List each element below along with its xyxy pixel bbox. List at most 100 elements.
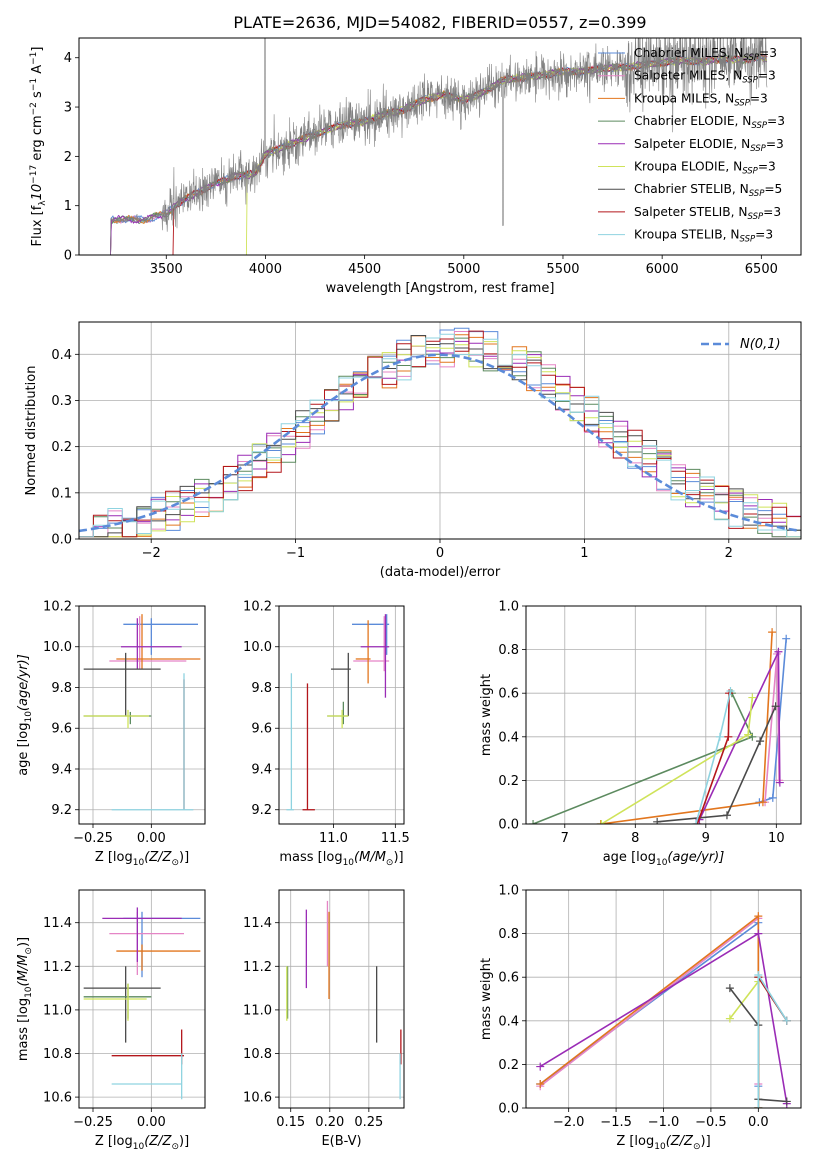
- weight-marker: [597, 820, 606, 824]
- weight-series-salpeter-miles: [536, 914, 763, 1091]
- weight-marker: [725, 984, 734, 993]
- axis-label-part: Flux [f: [30, 205, 45, 246]
- weight-series-chabrier-stelib: [653, 702, 780, 824]
- y-tick-label: 9.2: [251, 803, 272, 818]
- error-bar-kroupa-stelib: [286, 673, 294, 811]
- weight-marker: [754, 971, 763, 980]
- y-tick-label: 10.0: [43, 640, 72, 655]
- axis-label-part: ⊙: [171, 1142, 179, 1152]
- weight-series-kroupa-stelib: [754, 971, 791, 1108]
- legend-label-normal: N(0,1): [740, 337, 781, 352]
- error-bar-kroupa-miles: [355, 620, 371, 684]
- x-tick-label: 6000: [646, 262, 679, 277]
- y-tick-label: 0.0: [498, 818, 519, 833]
- y-tick-label: 2: [64, 150, 72, 165]
- residual-histogram-salpeter-elodie: [79, 340, 801, 538]
- model-spectrum-salpeter-miles: [109, 53, 767, 255]
- x-tick-label: 7: [561, 831, 569, 846]
- weight-marker: [756, 737, 765, 746]
- x-tick-label: 4000: [249, 262, 282, 277]
- x-tick-label: 1: [580, 546, 588, 561]
- y-tick-label: 9.8: [251, 681, 272, 696]
- axis-label-part: (Z/Z: [144, 850, 172, 865]
- weight-series-kroupa-stelib: [691, 687, 735, 824]
- residual-histogram-chabrier-stelib: [79, 335, 801, 538]
- x-tick-label: 0.0: [748, 1115, 769, 1130]
- y-tick-label: 0.6: [498, 687, 519, 702]
- model-spectrum-kroupa-elodie: [245, 55, 768, 255]
- weight-line: [729, 979, 760, 1108]
- y-tick-label: 0.0: [498, 1102, 519, 1117]
- legend-label-chabrier-stelib: Chabrier STELIB, NSSP=5: [634, 182, 782, 199]
- x-axis-label: (data-model)/error: [380, 565, 501, 580]
- model-spectrum-chabrier-elodie: [109, 52, 768, 255]
- axis-label-part: Z [log: [616, 1134, 654, 1149]
- error-bar-chabrier-elodie: [83, 711, 152, 725]
- weight-marker: [754, 912, 763, 921]
- y-tick-label: 0.0: [51, 533, 72, 548]
- y-axis-label: Flux [fλ10−17 erg cm−2 s−1 A−1]: [29, 47, 48, 247]
- y-tick-label: 9.4: [251, 762, 272, 777]
- x-axis-label: Z [log10(Z/Z⊙)]: [95, 1134, 189, 1152]
- weight-marker: [653, 817, 662, 824]
- x-tick-label: −2.0: [553, 1115, 585, 1130]
- y-tick-label: 0.2: [498, 1058, 519, 1073]
- error-bar-salpeter-miles: [353, 616, 390, 672]
- spectrum-panel: 3500 4000 4500 5000 5500 6000 6500 0 1 2 3 4 wavelen…: [29, 37, 802, 296]
- axis-label-part: 10: [343, 858, 355, 868]
- x-tick-label: 2: [725, 546, 733, 561]
- x-tick-label: −0.25: [73, 831, 113, 846]
- axis-label-part: 10: [24, 711, 34, 723]
- model-spectrum-salpeter-elodie: [109, 53, 767, 255]
- axis-label-part: ]: [30, 47, 45, 52]
- y-tick-label: 10.0: [243, 640, 272, 655]
- legend-label-kroupa-stelib: Kroupa STELIB, NSSP=3: [634, 228, 773, 245]
- y-tick-label: 9.8: [51, 681, 72, 696]
- axes-frame: [78, 37, 802, 256]
- model-spectrum-kroupa-stelib: [109, 52, 767, 255]
- axis-label-part: s: [30, 91, 45, 102]
- weight-marker: [754, 1104, 763, 1108]
- y-tick-label: 0.8: [498, 927, 519, 942]
- weight-marker: [748, 732, 757, 741]
- axis-label-part: (Z/Z: [144, 1134, 172, 1149]
- error-bar-kroupa-miles: [116, 614, 201, 670]
- axes-frame: [78, 321, 802, 540]
- error-bar-salpeter-miles: [109, 616, 187, 670]
- weight-marker: [529, 820, 538, 824]
- x-tick-label: 4500: [348, 262, 381, 277]
- x-tick-label: 0.00: [137, 831, 166, 846]
- axis-label-part: mass weight: [479, 958, 494, 1040]
- x-tick-label: 0.25: [354, 1115, 383, 1130]
- x-axis-label: Z [log10(Z/Z⊙)]: [616, 1134, 710, 1152]
- y-tick-label: 9.6: [51, 722, 72, 737]
- y-tick-label: 0.3: [51, 394, 72, 409]
- axis-label-part: erg cm: [30, 115, 45, 164]
- axis-label-part: −2: [29, 102, 39, 115]
- y-tick-label: 10.6: [243, 1091, 272, 1106]
- y-tick-label: 10.8: [43, 1047, 72, 1062]
- error-bar-chabrier-miles: [123, 618, 198, 655]
- spectrum-legend: Chabrier MILES, NSSP=3 Salpeter MILES, NS…: [598, 46, 785, 245]
- error-bar-salpeter-elodie: [102, 907, 182, 962]
- y-tick-label: 10.2: [243, 600, 272, 615]
- y-tick-label: 4: [64, 51, 72, 66]
- normal-distribution-curve: [79, 353, 801, 533]
- y-axis-label: age [log10(age/yr)]: [16, 654, 34, 776]
- y-tick-label: 11.0: [243, 1003, 272, 1018]
- y-tick-label: 1.0: [498, 600, 519, 615]
- axes-frame: [525, 605, 802, 825]
- axis-label-part: )]: [16, 937, 31, 947]
- legend-label-chabrier-elodie: Chabrier ELODIE, NSSP=3: [634, 114, 785, 131]
- axes-frame: [278, 605, 405, 825]
- axes-frame: [278, 889, 405, 1109]
- x-tick-label: −1: [286, 546, 305, 561]
- axis-label-part: −17: [29, 165, 39, 184]
- legend-label-salpeter-elodie: Salpeter ELODIE, NSSP=3: [634, 137, 784, 154]
- y-tick-label: 9.2: [51, 803, 72, 818]
- axes-frame: [525, 889, 802, 1109]
- error-bar-chabrier-elodie: [327, 701, 349, 725]
- weight-marker: [536, 1080, 545, 1089]
- axis-label-part: )]: [393, 850, 403, 865]
